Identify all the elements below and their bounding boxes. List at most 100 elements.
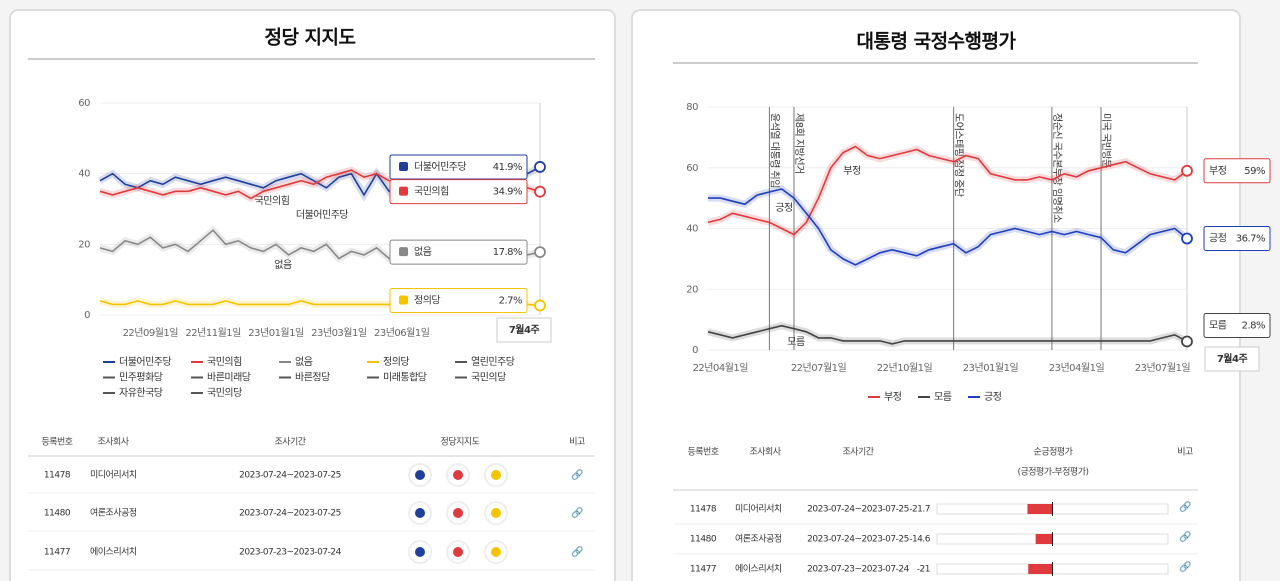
inline-label: 더불어민주당 xyxy=(296,209,349,221)
link-icon[interactable]: 🔗 xyxy=(571,468,585,481)
end-label-box xyxy=(389,154,528,180)
x-tick-label: 22년11월1일 xyxy=(185,327,241,339)
event-label: 도어스테핑 잠정 중단 xyxy=(953,113,965,197)
net-bar xyxy=(1027,504,1053,514)
net-value: -21.7 xyxy=(909,505,930,515)
end-label-icon xyxy=(399,186,408,196)
link-icon[interactable]: 🔗 xyxy=(1179,500,1193,513)
legend-label: 바른정당 xyxy=(295,372,330,384)
table-cell: 11478 xyxy=(44,471,71,481)
table-cell: 2023-07-24~2023-07-25 xyxy=(239,471,341,481)
y-tick-label: 60 xyxy=(686,163,698,174)
x-tick-label: 23년03월1일 xyxy=(311,327,367,339)
end-label-name: 모름 xyxy=(1209,319,1227,331)
y-tick-label: 0 xyxy=(692,345,698,356)
y-tick-label: 20 xyxy=(78,239,90,250)
x-tick-label: 23년06월1일 xyxy=(374,327,430,339)
x-tick-label: 23년04월1일 xyxy=(1049,362,1105,374)
end-label-box xyxy=(1203,158,1271,184)
end-label-box xyxy=(389,287,528,313)
inline-label: 없음 xyxy=(274,258,292,271)
table-header: 등록번호 xyxy=(41,437,72,448)
link-icon[interactable]: 🔗 xyxy=(1179,530,1193,543)
end-label-value: 2.8% xyxy=(1242,320,1265,331)
panel-title: 정당 지지도 xyxy=(264,27,355,49)
end-label-name: 긍정 xyxy=(1209,233,1226,245)
series-line xyxy=(707,145,1188,236)
period-badge xyxy=(496,317,552,343)
party-icon-core xyxy=(453,547,463,557)
legend-label: 국민의당 xyxy=(207,387,242,399)
left-panel xyxy=(9,9,616,581)
table-cell: 2023-07-23~2023-07-24 xyxy=(807,565,909,575)
x-tick-label: 23년01월1일 xyxy=(963,362,1019,374)
end-label-icon xyxy=(399,295,408,305)
legend-label: 자유한국당 xyxy=(119,387,163,399)
table-cell: 미디어리서치 xyxy=(735,503,782,515)
party-icon-core xyxy=(491,470,501,480)
table-cell: 11477 xyxy=(690,565,716,575)
period-label: 7월4주 xyxy=(1217,353,1248,365)
event-label: 윤석열 대통령 취임 xyxy=(768,113,781,188)
end-label-value: 59% xyxy=(1244,166,1265,177)
end-label-name: 없음 xyxy=(414,245,432,258)
event-label: 제8회 지방선거 xyxy=(793,113,805,174)
y-tick-label: 0 xyxy=(84,310,90,321)
end-label-name: 정의당 xyxy=(414,294,440,306)
end-label-icon xyxy=(399,161,408,171)
end-label-icon xyxy=(399,247,408,257)
event-label: 정순신 국수본부장 임명취소 xyxy=(1051,113,1064,223)
y-tick-label: 40 xyxy=(78,169,90,180)
y-tick-label: 60 xyxy=(78,98,90,109)
table-header: 조사기간 xyxy=(842,447,873,458)
party-icon-core xyxy=(491,547,501,557)
table-cell: 11478 xyxy=(690,505,717,515)
table-header: 비고 xyxy=(1177,447,1193,458)
net-bar xyxy=(1028,564,1053,574)
x-tick-label: 22년04월1일 xyxy=(693,362,749,374)
end-marker xyxy=(1181,164,1193,177)
party-icon-core xyxy=(453,470,463,480)
table-cell: 11480 xyxy=(44,509,71,519)
end-label-name: 더불어민주당 xyxy=(414,161,467,173)
table-subheader: (긍정평가-부정평가) xyxy=(1017,467,1088,478)
x-tick-label: 22년09월1일 xyxy=(123,327,179,339)
inline-label: 모름 xyxy=(787,336,805,348)
table-header: 순긍정평가 xyxy=(1034,447,1073,458)
table-header: 비고 xyxy=(569,437,585,448)
end-label-box xyxy=(1203,312,1271,338)
link-icon[interactable]: 🔗 xyxy=(1179,560,1193,573)
table-cell: 2023-07-24~2023-07-25 xyxy=(807,505,909,515)
legend-label: 없음 xyxy=(295,355,313,368)
legend-label: 바른미래당 xyxy=(207,372,251,384)
end-label-value: 41.9% xyxy=(493,162,522,173)
party-icon-core xyxy=(415,470,425,480)
end-label-value: 2.7% xyxy=(499,295,522,306)
y-tick-label: 20 xyxy=(686,284,698,295)
link-icon[interactable]: 🔗 xyxy=(571,545,585,558)
end-marker xyxy=(1181,335,1193,348)
y-tick-label: 80 xyxy=(686,102,698,113)
table-cell: 2023-07-23~2023-07-24 xyxy=(239,548,341,558)
link-icon[interactable]: 🔗 xyxy=(571,506,585,519)
table-header: 정당지지도 xyxy=(441,437,480,448)
net-value: -21 xyxy=(917,565,930,575)
table-cell: 11477 xyxy=(44,548,70,558)
end-label-value: 36.7% xyxy=(1236,234,1265,245)
series-line xyxy=(708,188,1188,266)
table-cell: 미디어리서치 xyxy=(90,469,137,481)
end-marker xyxy=(534,161,546,173)
net-value: -14.6 xyxy=(909,535,931,545)
inline-label: 긍정 xyxy=(775,202,792,214)
legend-label: 국민의힘 xyxy=(207,356,242,368)
inline-label: 국민의힘 xyxy=(255,195,290,207)
legend-label: 더불어민주당 xyxy=(119,356,171,368)
end-marker xyxy=(534,185,546,198)
end-marker xyxy=(1181,232,1193,245)
event-label: 미국 국빈방문 xyxy=(1100,113,1112,168)
legend-label: 정의당 xyxy=(383,356,409,368)
table-cell: 여론조사공정 xyxy=(735,533,782,545)
table-cell: 2023-07-24~2023-07-25 xyxy=(239,509,341,519)
legend-label: 모름 xyxy=(934,391,952,403)
end-marker xyxy=(534,246,546,259)
